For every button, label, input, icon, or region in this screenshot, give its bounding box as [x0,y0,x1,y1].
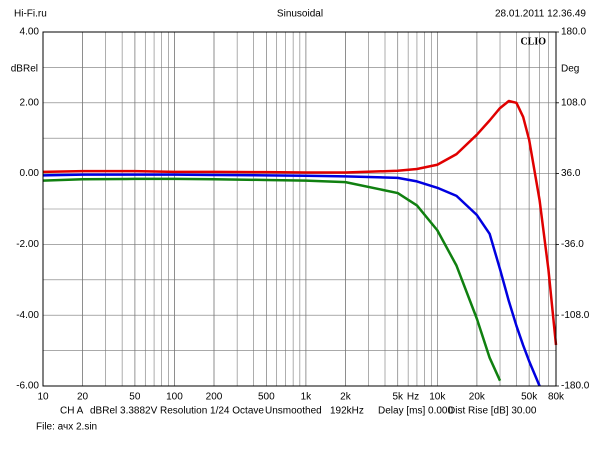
y2-tick-label: 180.0 [561,27,586,38]
x-tick-label: 1k [301,392,313,403]
x-tick-label: 50 [129,392,141,403]
y-tick-label: 4.00 [20,27,40,38]
file-label: File: ачх 2.sin [36,422,97,433]
y2-tick-label: -180.0 [561,381,590,392]
x-tick-label: 20k [469,392,486,403]
y-tick-label: -6.00 [16,381,39,392]
x-tick-label: 50k [521,392,538,403]
x-unit-label: Hz [407,392,419,403]
x-tick-label: 20 [77,392,89,403]
series-line [42,177,502,382]
y2-tick-label: 36.0 [561,168,581,179]
y-tick-label: -2.00 [16,239,39,250]
source-label: Hi-Fi.ru [14,9,47,20]
chart-title: Sinusoidal [277,9,323,20]
info-label: 192kHz [330,406,364,417]
x-tick-label: 10 [37,392,49,403]
info-label: dBRel 3.3882V [90,406,158,417]
x-tick-label: 100 [166,392,183,403]
info-label: CH A [60,406,84,417]
y2-tick-label: -108.0 [561,310,590,321]
timestamp: 28.01.2011 12.36.49 [495,9,586,20]
x-tick-label: 200 [206,392,223,403]
y2-tick-label: -36.0 [561,239,584,250]
x-tick-label: 10k [429,392,446,403]
x-tick-label: 2k [340,392,352,403]
y-tick-label: 2.00 [20,97,40,108]
y2-tick-label: 108.0 [561,97,586,108]
plot-frame [42,31,557,387]
info-label: Delay [ms] 0.000 [378,406,453,417]
y-tick-label: 0.00 [20,168,40,179]
x-tick-label: 500 [258,392,275,403]
series-line [42,173,541,387]
info-label: Resolution 1/24 Octave [160,406,264,417]
info-label: Unsmoothed [265,406,322,417]
brand-label: CLIO [520,36,546,47]
y-axis-label: dBRel [11,64,38,75]
info-label: Dist Rise [dB] 30.00 [448,406,537,417]
y2-axis-label: Deg [561,64,579,75]
x-tick-label: 80k [548,392,565,403]
x-tick-label: 5k [392,392,404,403]
y-tick-label: -4.00 [16,310,39,321]
series-line [42,99,558,346]
